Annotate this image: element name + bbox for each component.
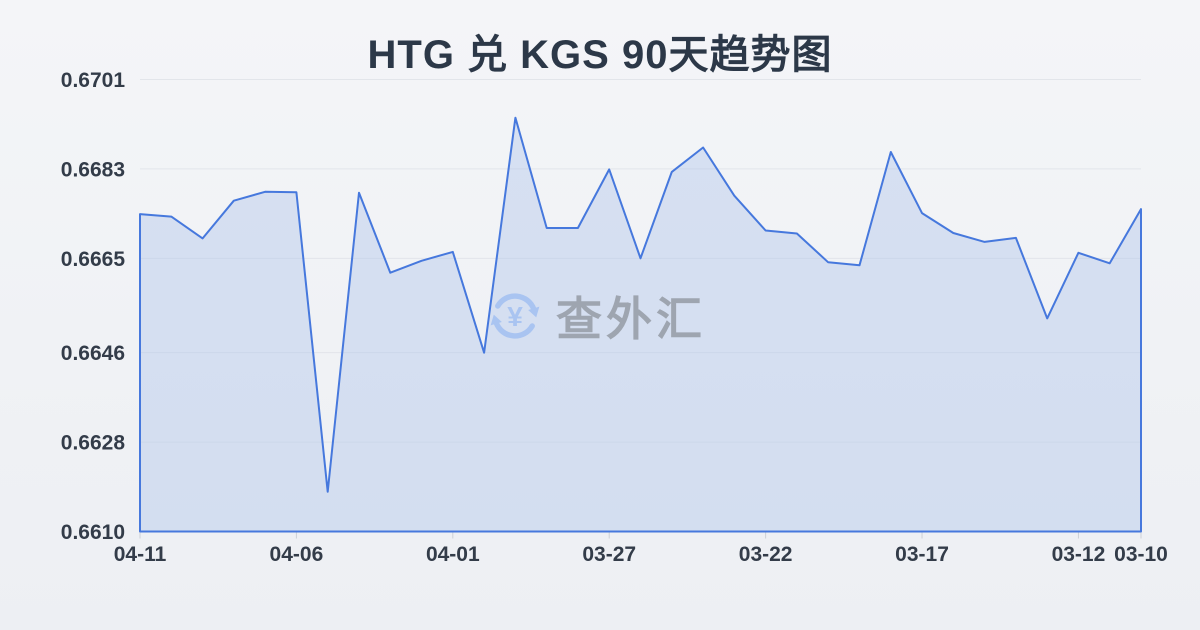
trend-line <box>139 116 1142 533</box>
y-tick-label: 0.6646 <box>61 342 125 365</box>
area-fill <box>140 117 1141 532</box>
chart-title: HTG 兑 KGS 90天趋势图 <box>367 33 833 77</box>
x-tick-label: 03-22 <box>739 543 793 566</box>
x-tick-label: 03-12 <box>1052 543 1106 566</box>
x-tick-label: 03-27 <box>582 543 636 566</box>
y-tick-label: 0.6628 <box>61 432 126 455</box>
y-tick-label: 0.6610 <box>61 521 125 544</box>
y-tick-label: 0.6665 <box>61 248 126 271</box>
y-tick-label: 0.6683 <box>61 158 125 181</box>
x-tick-label: 04-06 <box>270 543 324 566</box>
x-tick-label: 04-01 <box>426 543 480 566</box>
x-tick-label: 03-10 <box>1114 543 1168 566</box>
y-tick-label: 0.6701 <box>61 69 126 92</box>
x-tick-label: 04-11 <box>114 543 167 566</box>
x-tick-label: 03-17 <box>895 543 949 566</box>
